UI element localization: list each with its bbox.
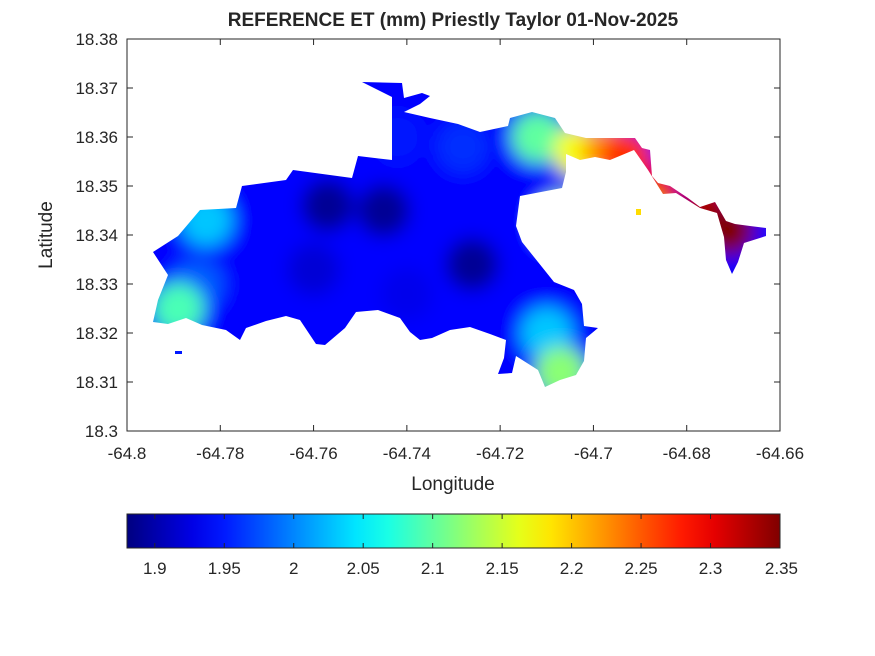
y-tick-label: 18.35 (75, 177, 118, 196)
y-tick-label: 18.33 (75, 275, 118, 294)
x-tick-label: -64.78 (196, 444, 244, 463)
small-islands (175, 209, 641, 354)
x-tick-label: -64.72 (476, 444, 524, 463)
y-tick-label: 18.38 (75, 30, 118, 49)
field-cell (511, 111, 564, 163)
x-tick-label: -64.68 (663, 444, 711, 463)
colorbar-gradient (127, 514, 780, 548)
colorbar-tick-label: 1.9 (143, 559, 167, 578)
colorbar-frame (126, 513, 781, 549)
x-tick-label: -64.7 (574, 444, 613, 463)
colorbar-ticks: 1.9 1.95 2 2.05 2.1 2.15 2.2 2.25 2.3 2.35 (143, 514, 798, 578)
chart-title: REFERENCE ET (mm) Priestly Taylor 01-Nov… (228, 10, 679, 31)
x-tick-label: -64.74 (383, 444, 431, 463)
x-axis-ticks: -64.8 -64.78 -64.76 -64.74 -64.72 -64.7 -64.68… (108, 39, 804, 463)
colorbar-tick-label: 2.05 (347, 559, 380, 578)
colorbar-tick-label: 2.3 (699, 559, 723, 578)
x-axis-label: Longitude (411, 474, 494, 495)
y-tick-label: 18.32 (75, 324, 118, 343)
x-tick-label: -64.76 (289, 444, 337, 463)
colorbar-tick-label: 2.35 (765, 559, 798, 578)
islet (636, 209, 641, 215)
y-tick-label: 18.34 (75, 226, 118, 245)
colorbar-tick-label: 1.95 (208, 559, 241, 578)
field-cell (287, 243, 340, 296)
y-tick-label: 18.36 (75, 128, 118, 147)
field-cell (357, 184, 410, 237)
field-cell (446, 238, 499, 291)
y-tick-label: 18.3 (85, 422, 118, 441)
y-tick-label: 18.37 (75, 79, 118, 98)
colorbar-tick-label: 2.1 (421, 559, 445, 578)
y-tick-label: 18.31 (75, 373, 118, 392)
x-tick-label: -64.8 (108, 444, 147, 463)
field-cell (301, 179, 354, 232)
colorbar-tick-label: 2 (289, 559, 298, 578)
plot-area: -64.8 -64.78 -64.76 -64.74 -64.72 -64.7 -64.68… (75, 30, 804, 463)
field-cell (436, 120, 489, 173)
y-axis-ticks: 18.3 18.31 18.32 18.33 18.34 18.35 18.36 18.37 1… (75, 30, 780, 441)
islet (175, 351, 182, 354)
colorbar-tick-label: 2.25 (625, 559, 658, 578)
x-tick-label: -64.66 (756, 444, 804, 463)
colorbar-tick-label: 2.15 (486, 559, 519, 578)
colorbar-tick-label: 2.2 (560, 559, 584, 578)
field-cell (380, 267, 433, 320)
colorbar: 1.9 1.95 2 2.05 2.1 2.15 2.2 2.25 2.3 2.35 (126, 513, 798, 578)
y-axis-label: Latitude (36, 201, 57, 269)
field-cell (520, 307, 573, 359)
